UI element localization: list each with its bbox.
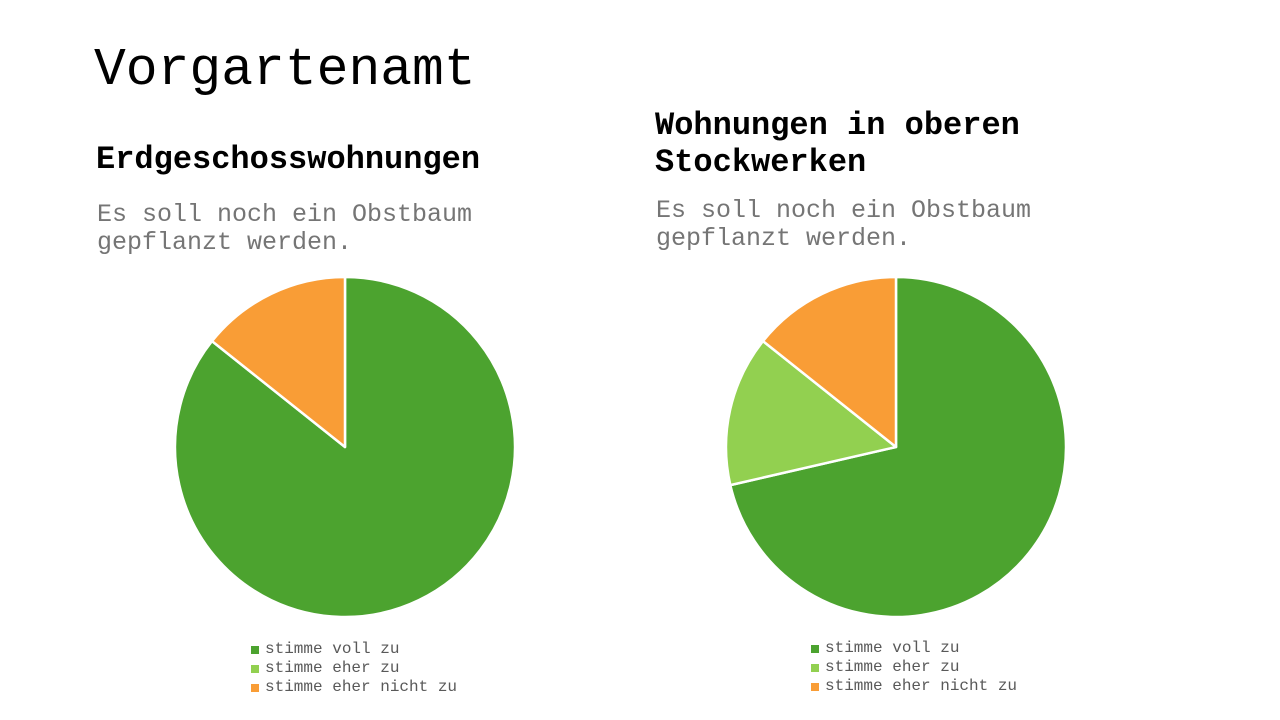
pie-slice-stimme-eher-nicht-zu	[210, 275, 347, 449]
legend-item-stimme-eher-nicht-zu: stimme eher nicht zu	[251, 678, 457, 697]
pie-chart-obere-stockwerke	[724, 275, 1068, 619]
legend-item-stimme-voll-zu: stimme voll zu	[811, 639, 1017, 658]
legend-label-stimme-eher-zu: stimme eher zu	[265, 659, 400, 677]
legend-label-stimme-eher-nicht-zu: stimme eher nicht zu	[825, 677, 1018, 695]
page-title: Vorgartenamt	[94, 40, 476, 100]
legend-label-stimme-eher-nicht-zu: stimme eher nicht zu	[265, 678, 458, 696]
chart-subtitle-obere-stockwerke: Es soll noch ein Obstbaum gepflanzt werd…	[656, 196, 1032, 253]
chart-subtitle-erdgeschosswohnungen: Es soll noch ein Obstbaum gepflanzt werd…	[97, 200, 473, 257]
legend-item-stimme-eher-nicht-zu: stimme eher nicht zu	[811, 677, 1017, 696]
pie-chart-erdgeschosswohnungen	[173, 275, 517, 619]
legend-swatch-stimme-voll-zu	[251, 645, 259, 654]
legend-item-stimme-eher-zu: stimme eher zu	[811, 658, 1017, 677]
legend-item-stimme-eher-zu: stimme eher zu	[251, 659, 457, 678]
legend-swatch-stimme-eher-nicht-zu	[251, 683, 259, 692]
legend-item-stimme-voll-zu: stimme voll zu	[251, 640, 457, 659]
legend-swatch-stimme-voll-zu	[811, 644, 819, 653]
pie-slice-stimme-eher-zu	[724, 339, 898, 487]
legend-swatch-stimme-eher-zu	[251, 664, 259, 673]
legend-label-stimme-voll-zu: stimme voll zu	[265, 640, 400, 658]
legend-swatch-stimme-eher-nicht-zu	[811, 682, 819, 691]
pie-slice-stimme-voll-zu	[729, 275, 1068, 619]
legend-label-stimme-voll-zu: stimme voll zu	[825, 639, 960, 657]
legend-erdgeschosswohnungen: stimme voll zu stimme eher zu stimme ehe…	[251, 640, 457, 697]
chart-title-obere-stockwerke: Wohnungen in oberen Stockwerken	[655, 107, 1020, 181]
pie-slice-stimme-eher-nicht-zu	[761, 275, 898, 449]
chart-title-erdgeschosswohnungen: Erdgeschosswohnungen	[96, 141, 481, 178]
legend-label-stimme-eher-zu: stimme eher zu	[825, 658, 960, 676]
legend-obere-stockwerke: stimme voll zu stimme eher zu stimme ehe…	[811, 639, 1017, 696]
legend-swatch-stimme-eher-zu	[811, 663, 819, 672]
